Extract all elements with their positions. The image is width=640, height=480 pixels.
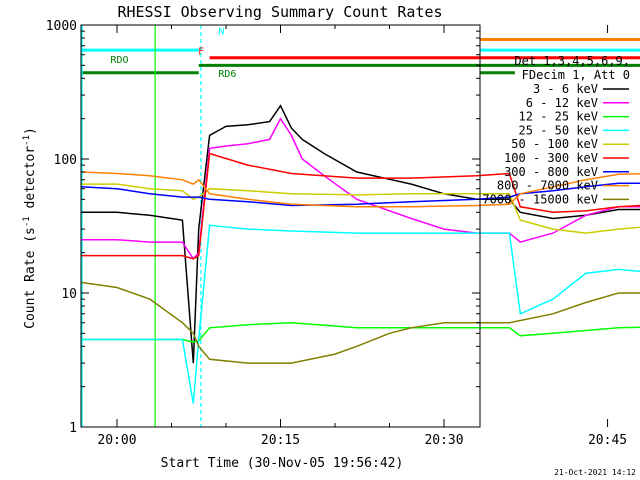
series-line-5 [81,152,640,260]
y-axis-ticks: 1 10 100 1000 [46,19,480,436]
legend-entry-label: 3 - 6 keV [533,82,598,96]
legend-entry-label: 300 - 800 keV [504,165,598,179]
x-tick-label: 20:00 [97,433,136,448]
legend: Det 1,3,4,5,6,9,FDecim 1, Att 03 - 6 keV… [482,54,630,206]
x-tick-label: 20:45 [588,433,627,448]
x-axis-label: Start Time (30-Nov-05 19:56:42) [161,456,404,471]
series-line-0 [81,104,640,364]
y-axis-label-mid: detector [23,146,38,217]
legend-entry-label: 12 - 25 keV [519,110,598,124]
chart-title: RHESSI Observing Summary Count Rates [117,3,442,21]
y-axis-label-prefix: Count Rate (s [23,227,38,329]
legend-entry-label: 25 - 50 keV [519,123,598,137]
series-line-7 [80,171,640,208]
legend-entry-label: 7000 - 15000 keV [482,192,598,206]
legend-header-line: FDecim 1, Att 0 [522,68,630,82]
x-tick-label: 20:15 [261,433,300,448]
legend-header-line: Det 1,3,4,5,6,9, [514,54,630,68]
y-axis-label-suffix: ) [23,127,38,135]
x-tick-label: 20:30 [424,433,463,448]
plot-area [81,25,480,427]
y-axis-label-sup: -1 [22,216,32,227]
series-line-3 [81,224,640,404]
data-series [80,104,640,404]
series-line-6 [80,182,640,207]
annotation-rdo: RDO [110,55,128,66]
y-tick-label: 1 [69,421,77,436]
y-axis-label-sup2: -1 [22,135,32,146]
plot-background [81,25,480,427]
y-axis-label: Count Rate (s-1 detector-1) [22,127,38,329]
legend-entry-label: 50 - 100 keV [511,137,598,151]
y-tick-label: 1000 [46,19,77,34]
y-tick-label: 10 [61,287,77,302]
series-line-4 [81,183,640,234]
legend-entry-label: 6 - 12 keV [526,96,598,110]
footer-date: 21-Oct-2021 14:12 [554,468,636,477]
status-bars [81,25,640,427]
annotation-rd6: RD6 [218,69,236,80]
annotation-n: N [218,26,224,37]
annotation-f: F [198,47,204,58]
legend-entry-label: 800 - 7000 keV [497,179,598,193]
y-tick-label: 100 [54,153,77,168]
legend-entry-label: 100 - 300 keV [504,151,598,165]
series-line-2 [81,321,640,343]
series-line-8 [80,281,640,364]
